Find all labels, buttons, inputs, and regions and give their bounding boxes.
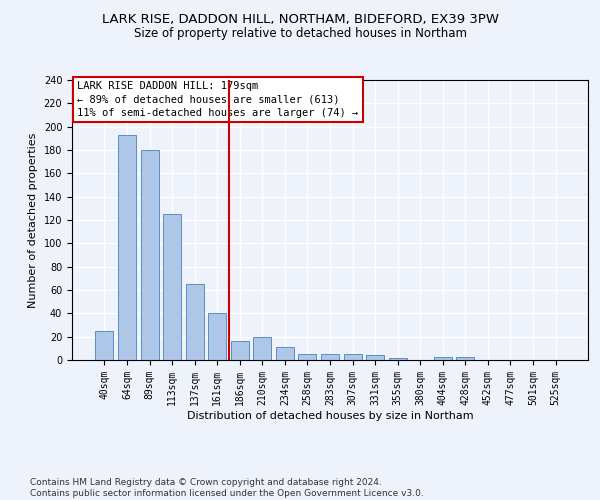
Y-axis label: Number of detached properties: Number of detached properties (28, 132, 38, 308)
Bar (276, 347, 294, 360)
Text: LARK RISE DADDON HILL: 179sqm
← 89% of detached houses are smaller (613)
11% of : LARK RISE DADDON HILL: 179sqm ← 89% of d… (77, 82, 358, 118)
Bar (253, 336, 271, 360)
Bar (321, 354, 339, 360)
Bar (95, 331, 113, 360)
Text: LARK RISE, DADDON HILL, NORTHAM, BIDEFORD, EX39 3PW: LARK RISE, DADDON HILL, NORTHAM, BIDEFOR… (101, 12, 499, 26)
Bar (389, 358, 407, 360)
Bar (208, 314, 226, 360)
Bar (163, 214, 181, 360)
Bar (344, 354, 362, 360)
Bar (434, 356, 452, 360)
Bar (118, 135, 136, 360)
Text: Size of property relative to detached houses in Northam: Size of property relative to detached ho… (133, 28, 467, 40)
Bar (231, 342, 249, 360)
Bar (140, 150, 158, 360)
Bar (456, 356, 475, 360)
Bar (366, 356, 384, 360)
X-axis label: Distribution of detached houses by size in Northam: Distribution of detached houses by size … (187, 410, 473, 420)
Text: Contains HM Land Registry data © Crown copyright and database right 2024.
Contai: Contains HM Land Registry data © Crown c… (30, 478, 424, 498)
Bar (298, 354, 316, 360)
Bar (185, 284, 204, 360)
